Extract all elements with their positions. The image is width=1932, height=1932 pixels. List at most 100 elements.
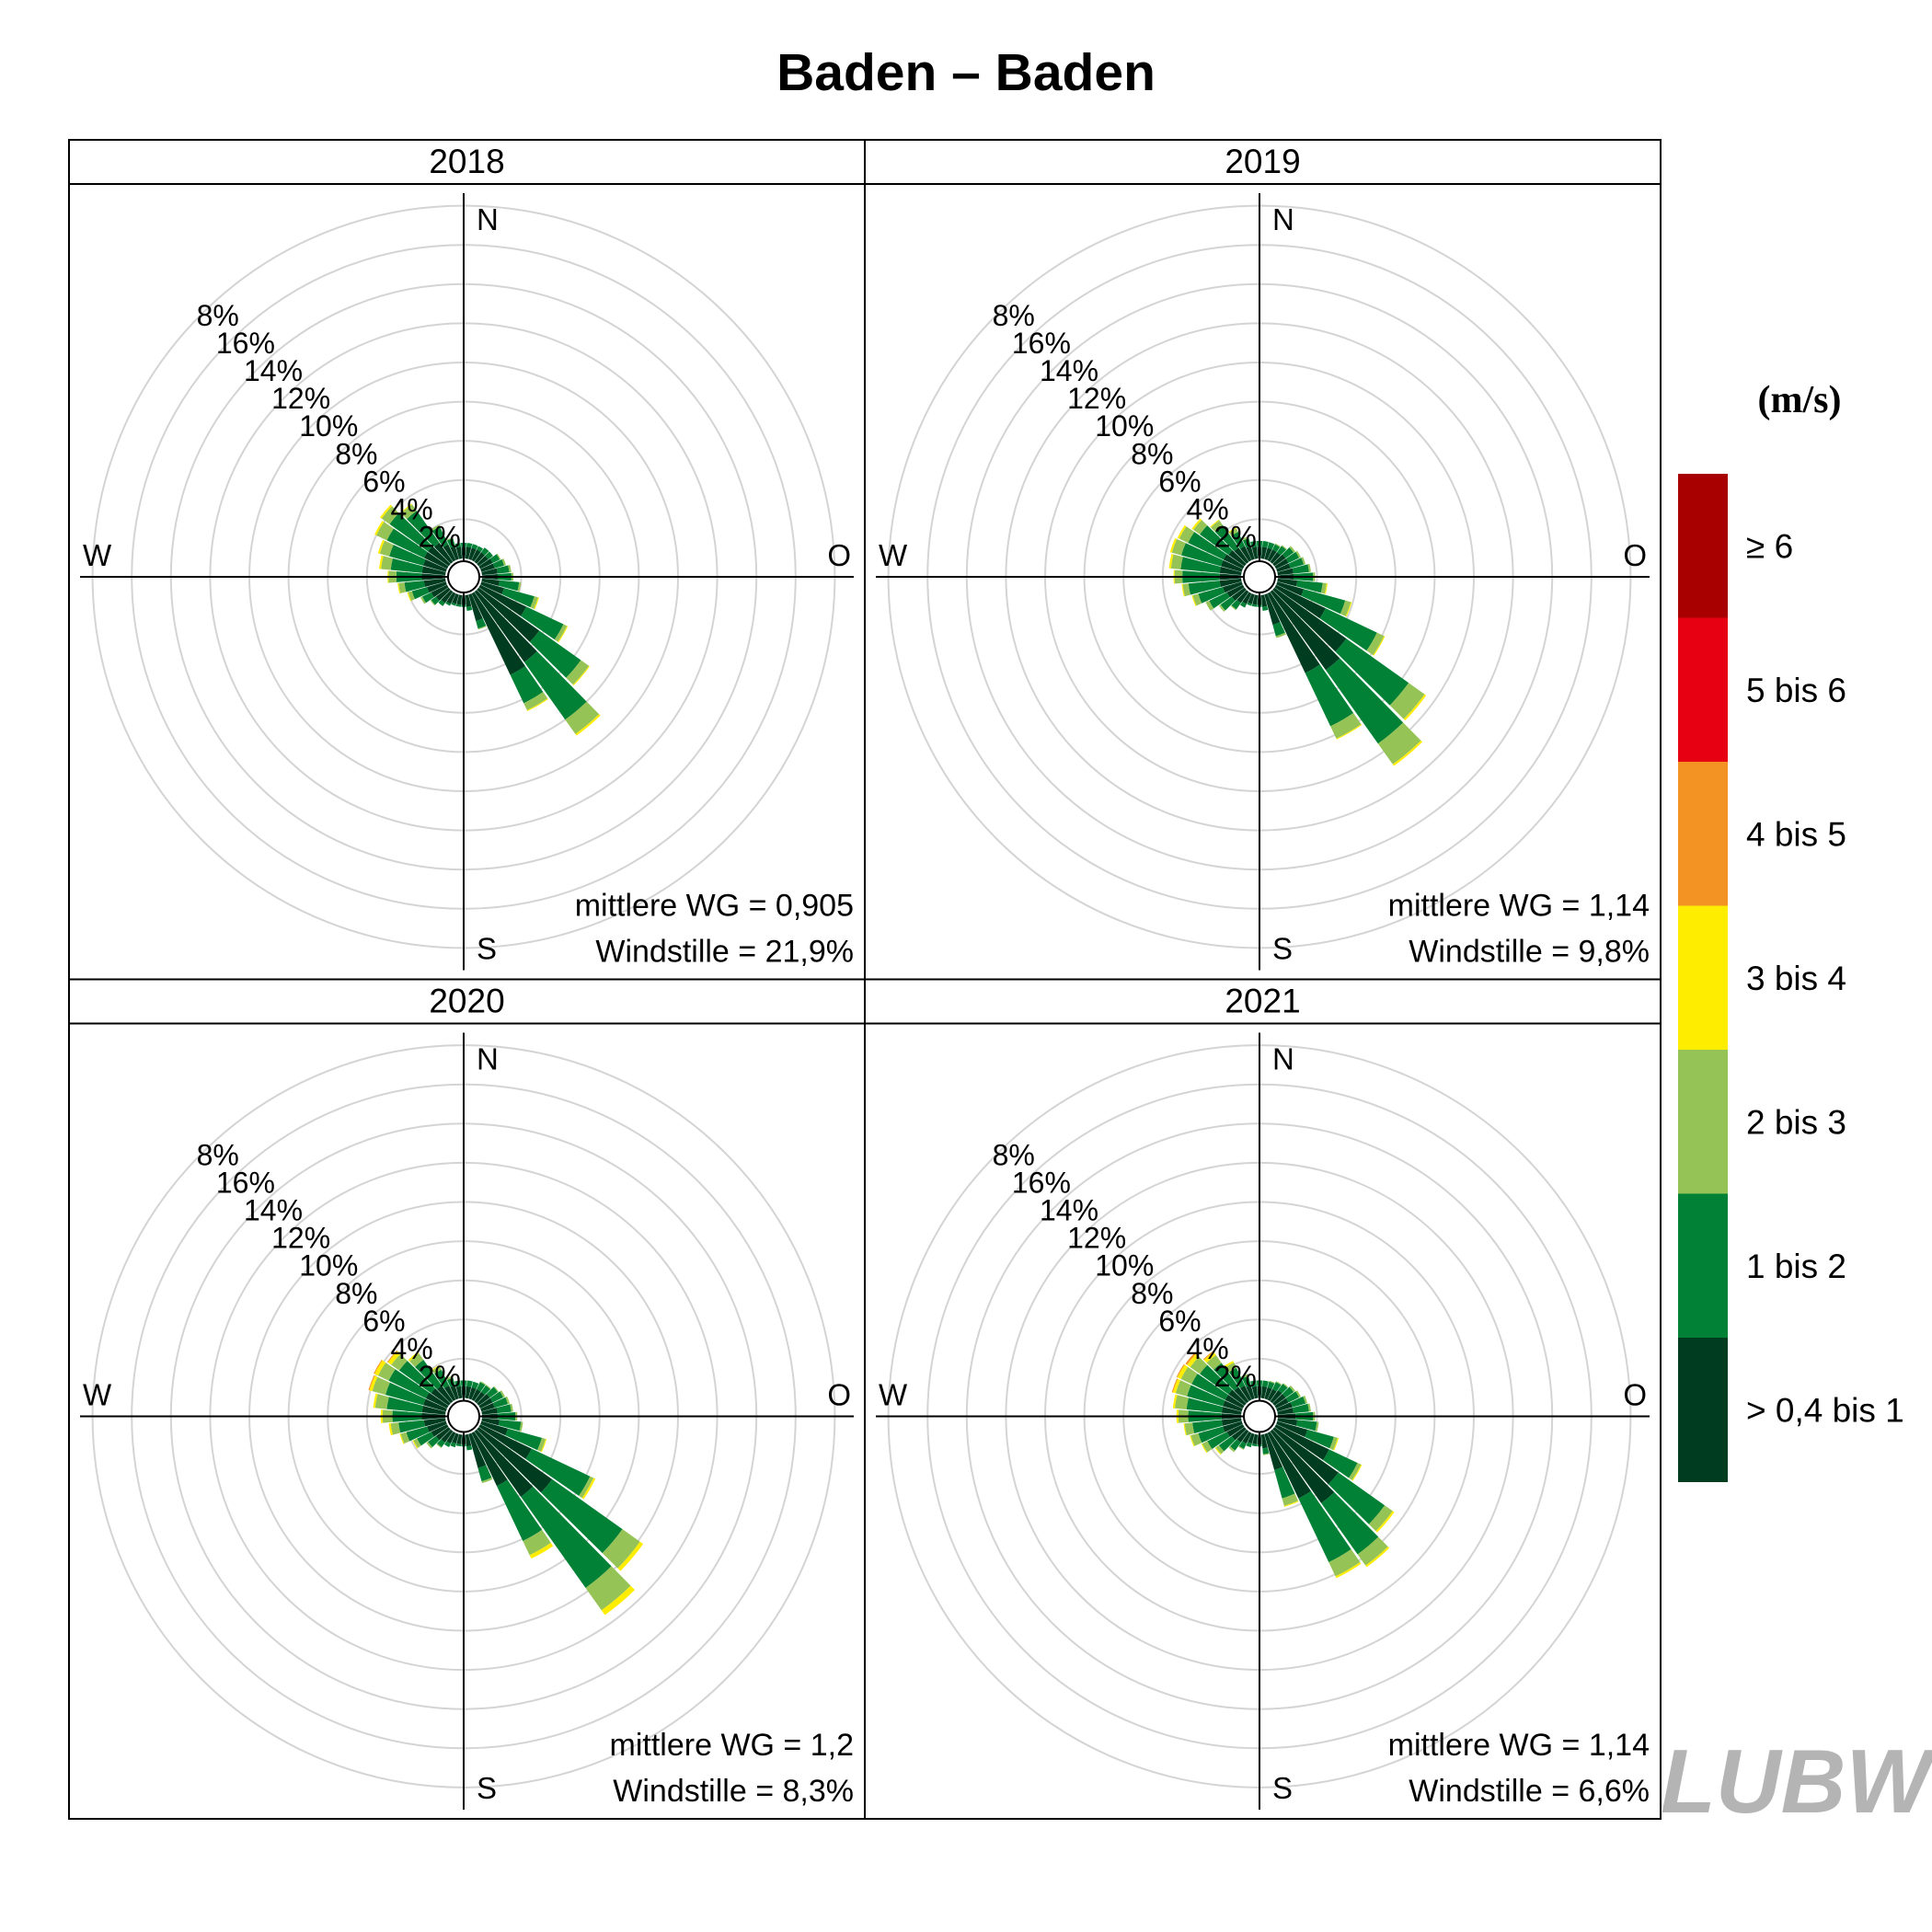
wedge-dir220-class2 [1230, 604, 1236, 611]
wedge-dir130-class2 [566, 660, 590, 685]
wedge-dir330-class0 [443, 1386, 456, 1402]
legend-title: (m/s) [1758, 379, 1842, 421]
wedge-dir240-class0 [1226, 584, 1245, 598]
wedge-dir130-class1 [1335, 638, 1409, 706]
wedge-dir150-class3 [529, 1542, 554, 1559]
mean-speed-label: mittlere WG = 0,905 [575, 889, 854, 924]
wedge-dir320-class2 [1211, 520, 1224, 532]
wedge-dir30-class1 [1272, 1382, 1282, 1392]
legend-swatch [1678, 905, 1728, 1051]
wedge-dir130-class3 [617, 1541, 644, 1571]
ring-label: 2% [419, 1360, 461, 1393]
ring-label: 4% [1186, 1332, 1228, 1365]
wedge-dir120-class2 [1366, 632, 1385, 656]
wedge-dir170-class0 [1260, 594, 1268, 607]
wedge-dir120-class3 [1351, 1464, 1363, 1481]
wedge-dir250-class3 [1190, 1435, 1195, 1447]
ring-labels: 2%4%6%8%10%12%14%16%8% [993, 299, 1257, 554]
wedge-dir300-class3 [374, 1360, 386, 1376]
wedge-dir50-class2 [1289, 1386, 1295, 1393]
ring-label: 12% [1067, 382, 1126, 415]
wedge-dir170-class0 [465, 1433, 472, 1447]
wedge-dir130-class1 [529, 630, 581, 678]
wedge-dir10-class0 [465, 546, 472, 559]
center-hole [447, 1399, 480, 1433]
wedge-dir110-class1 [1301, 589, 1346, 615]
wedge-dir340-class1 [446, 1377, 455, 1387]
wedge-dir70-class1 [492, 559, 504, 569]
wedge-dir320-class4 [1202, 1351, 1214, 1361]
ring-label: 8% [335, 1277, 377, 1310]
wedge-dir40-class0 [1270, 1390, 1282, 1404]
ring-label: 8% [1131, 437, 1173, 470]
wedge-dir150-class2 [523, 1529, 551, 1556]
wedge-dir320-class1 [1214, 524, 1239, 552]
wedge-dir310-class2 [1193, 520, 1208, 535]
ring-label: 4% [1186, 493, 1228, 526]
wedge-dir350-class0 [455, 1386, 463, 1399]
east-label: O [827, 1378, 851, 1412]
wedge-dir280-class2 [381, 556, 393, 570]
ring-label: 14% [244, 354, 303, 387]
center-hole [1243, 560, 1276, 593]
wedge-dir160-class2 [477, 626, 487, 630]
wedge-dir10-class0 [1260, 546, 1268, 559]
wedge-dir130-class0 [477, 1427, 553, 1493]
wedge-dir240-class2 [1205, 600, 1214, 611]
ring-label: 8% [1131, 1277, 1173, 1310]
wedge-dir70-class2 [1303, 1395, 1308, 1404]
wedge-dir290-class2 [372, 1376, 390, 1396]
wedge-dir320-class3 [408, 1351, 420, 1362]
wedge-dir300-class2 [1180, 1366, 1198, 1385]
wedge-dir350-class0 [1251, 1386, 1259, 1399]
wedge-dir160-class2 [1275, 632, 1286, 638]
wedge-dir60-class2 [500, 1390, 505, 1398]
wedge-dir330-class3 [431, 1364, 441, 1371]
north-label: N [477, 1042, 499, 1076]
wedge-dir280-class0 [421, 1406, 446, 1415]
wedge-dir220-class1 [1231, 599, 1241, 610]
wedge-dir50-class1 [1282, 547, 1294, 558]
mean-speed-label: mittlere WG = 1,14 [1388, 889, 1650, 924]
wedge-dir290-class0 [423, 1398, 447, 1412]
wedge-dir290-class2 [379, 540, 394, 557]
wedge-dir290-class1 [1181, 543, 1224, 567]
wedge-dir260-class3 [388, 1422, 393, 1436]
ring-label: 16% [216, 1166, 275, 1199]
wedge-dir340-class2 [446, 537, 454, 541]
wedge-dir330-class0 [443, 544, 456, 562]
wedge-dir190-class1 [1251, 604, 1258, 607]
wedge-dir70-class1 [1288, 558, 1305, 569]
wedge-dir260-class0 [423, 578, 446, 587]
ring-label: 6% [1158, 1305, 1201, 1338]
wedge-dir280-class1 [1186, 1397, 1224, 1413]
wedge-dir300-class1 [1191, 1374, 1228, 1400]
legend-swatch [1678, 474, 1728, 618]
wedge-dir130-class3 [1403, 694, 1427, 721]
wedge-dir230-class2 [426, 1442, 433, 1449]
wedge-dir50-class0 [1272, 554, 1286, 567]
wedge-dir220-class1 [438, 599, 445, 606]
wedge-dir40-class1 [1276, 546, 1286, 556]
wedge-dir230-class1 [1218, 1435, 1236, 1452]
wedge-dir290-class4 [368, 1374, 375, 1391]
wedge-dir160-class0 [468, 593, 483, 622]
wedge-dir40-class1 [1278, 1384, 1288, 1394]
wedge-dir280-class3 [373, 1393, 378, 1409]
wedge-dir40-class2 [1281, 545, 1287, 550]
ring-label: 4% [390, 493, 432, 526]
wedge-dir250-class1 [411, 586, 430, 600]
wedge-dir310-class3 [1187, 1353, 1200, 1367]
wedge-dir350-class1 [1250, 541, 1257, 548]
wedge-dir80-class1 [496, 1404, 512, 1414]
wedge-dir110-class1 [501, 588, 535, 608]
wedge-dir140-class3 [1392, 741, 1423, 766]
calm-label: Windstille = 6,6% [1409, 1774, 1650, 1809]
west-label: W [83, 1378, 112, 1412]
wedge-dir230-class1 [431, 596, 440, 605]
wedge-dir330-class1 [434, 1369, 450, 1389]
wedge-dir250-class2 [400, 1432, 410, 1444]
wedge-dir60-class0 [1274, 1397, 1289, 1409]
